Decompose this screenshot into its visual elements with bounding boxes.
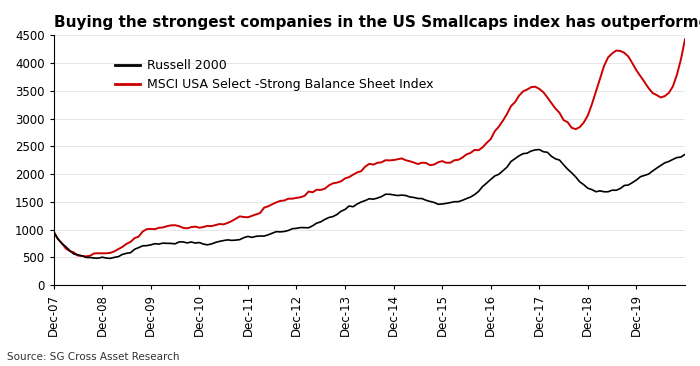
Text: Source: SG Cross Asset Research: Source: SG Cross Asset Research xyxy=(7,352,179,362)
Legend: Russell 2000, MSCI USA Select -Strong Balance Sheet Index: Russell 2000, MSCI USA Select -Strong Ba… xyxy=(111,54,438,96)
Text: Buying the strongest companies in the US Smallcaps index has outperformed over t: Buying the strongest companies in the US… xyxy=(54,15,700,30)
